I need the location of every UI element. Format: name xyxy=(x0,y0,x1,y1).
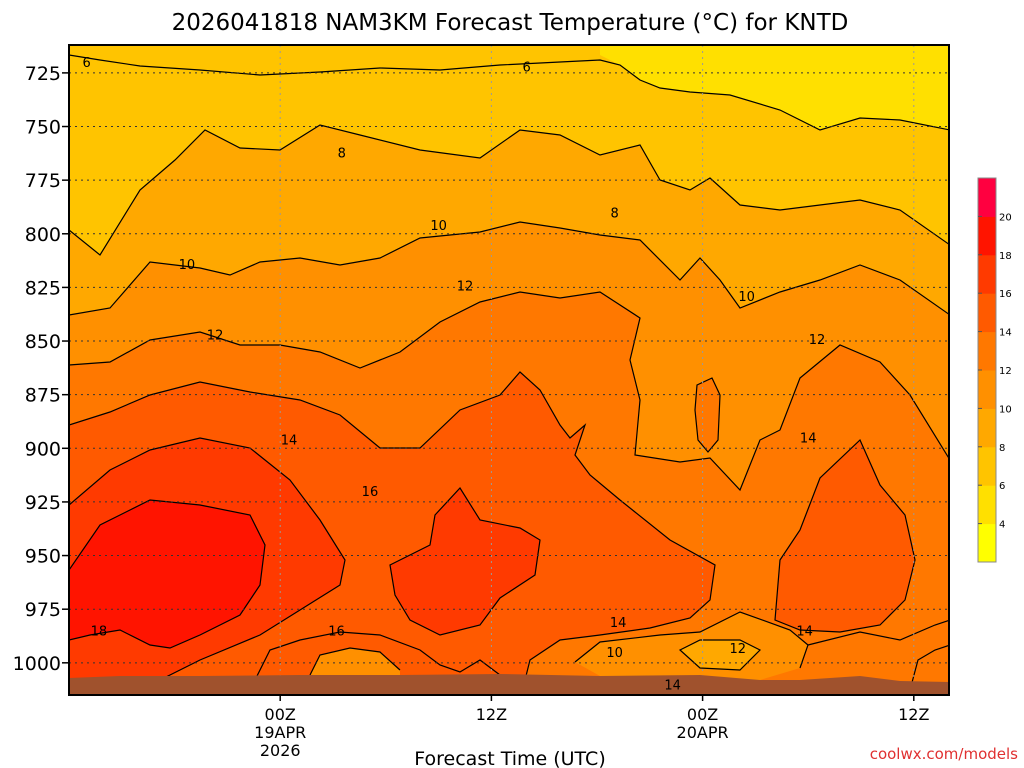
colorbar-swatch xyxy=(978,331,996,371)
y-tick-label: 750 xyxy=(25,117,61,139)
contour-label: 10 xyxy=(179,258,196,273)
contour-label: 10 xyxy=(738,290,755,305)
y-axis: 725 750 775 800 825 850 875 900 925 950 975 1000 xyxy=(13,63,69,675)
y-tick-label: 925 xyxy=(25,492,61,514)
colorbar: 4 6 8 10 12 14 16 18 20 xyxy=(977,177,1012,563)
colorbar-label: 14 xyxy=(999,328,1012,339)
contour-label: 14 xyxy=(664,678,681,693)
surface-ground xyxy=(69,674,949,695)
band-4-to-6 xyxy=(600,45,949,130)
contour-label: 10 xyxy=(430,219,447,234)
x-tick-label: 12Z xyxy=(898,705,929,724)
y-tick-label: 1000 xyxy=(13,653,61,675)
band-12-to-14-pocket xyxy=(695,378,720,452)
colorbar-swatch xyxy=(978,370,996,409)
chart-title: 2026041818 NAM3KM Forecast Temperature (… xyxy=(172,10,849,36)
y-tick-label: 775 xyxy=(25,170,61,192)
contour-10 xyxy=(69,221,949,316)
contour-8 xyxy=(69,124,949,256)
colorbar-label: 8 xyxy=(999,443,1005,454)
x-tick-label: 00Z xyxy=(265,705,296,724)
y-tick-label: 975 xyxy=(25,599,61,621)
band-18-to-20 xyxy=(69,500,265,695)
contour-label: 12 xyxy=(730,642,747,657)
colorbar-label: 10 xyxy=(999,404,1012,415)
credit-text: coolwx.com/models xyxy=(870,745,1018,763)
contour-label: 18 xyxy=(91,625,108,640)
contour-6 xyxy=(69,54,949,131)
colorbar-label: 12 xyxy=(999,366,1012,377)
contour-label: 10 xyxy=(606,646,623,661)
contour-16-mid xyxy=(389,487,541,636)
colorbar-swatch xyxy=(978,254,996,294)
contour-10-lowleft xyxy=(309,647,401,676)
contour-12 xyxy=(69,291,949,492)
x-tick-label: 00Z xyxy=(687,705,718,724)
y-tick-label: 950 xyxy=(25,546,61,568)
plot-frame xyxy=(68,44,950,696)
x-tick-label: 12Z xyxy=(476,705,507,724)
x-axis-label: Forecast Time (UTC) xyxy=(414,748,605,768)
colorbar-swatch xyxy=(978,523,996,563)
contour-label: 6 xyxy=(82,56,90,71)
contour-label: 8 xyxy=(610,206,618,221)
contour-labels: 6 6 8 8 10 10 10 12 12 12 14 14 14 14 14 16 16 18 10 12 xyxy=(82,56,826,693)
x-tick-label: 20APR xyxy=(677,723,729,742)
band-14-to-16-right xyxy=(775,440,915,632)
colorbar-label: 4 xyxy=(999,520,1005,531)
colorbar-label: 16 xyxy=(999,289,1012,300)
grid-lines xyxy=(69,45,949,695)
contour-label: 12 xyxy=(457,279,474,294)
colorbar-swatch xyxy=(978,485,996,525)
colorbar-label: 6 xyxy=(999,481,1005,492)
colorbar-swatch xyxy=(978,178,996,217)
colorbar-swatch xyxy=(978,293,996,333)
colorbar-swatch xyxy=(978,408,996,448)
contour-12-lowleft xyxy=(249,631,501,691)
contour-14-right xyxy=(774,438,916,633)
contour-16 xyxy=(69,437,346,695)
contour-label: 14 xyxy=(800,432,817,447)
y-tick-label: 800 xyxy=(25,224,61,246)
contour-12-pocket xyxy=(694,377,721,453)
contour-12-lowright xyxy=(807,619,949,646)
contour-label: 6 xyxy=(522,60,530,75)
y-tick-label: 875 xyxy=(25,385,61,407)
contour-label: 16 xyxy=(362,485,379,500)
colorbar-label: 18 xyxy=(999,251,1012,262)
colorbar-swatch xyxy=(978,216,996,256)
contour-10-low xyxy=(678,639,762,671)
contour-lines xyxy=(69,54,949,695)
contour-18 xyxy=(69,499,266,649)
contour-label: 14 xyxy=(610,616,627,631)
contour-label: 16 xyxy=(328,625,345,640)
contour-label: 14 xyxy=(281,434,298,449)
plot-area: 6 6 8 8 10 10 10 12 12 12 14 14 14 14 14 16 16 18 10 12 xyxy=(69,45,949,695)
contour-label: 14 xyxy=(796,625,813,640)
y-tick-label: 725 xyxy=(25,63,61,85)
contour-label: 8 xyxy=(338,146,346,161)
contour-12-lowmid xyxy=(574,611,809,669)
colorbar-swatch xyxy=(978,446,996,486)
contour-label: 12 xyxy=(207,329,224,344)
colorbar-label: 20 xyxy=(999,212,1012,223)
y-tick-label: 850 xyxy=(25,331,61,353)
x-tick-label: 19APR xyxy=(254,723,306,742)
y-tick-label: 900 xyxy=(25,438,61,460)
x-tick-label: 2026 xyxy=(260,741,301,760)
y-tick-label: 825 xyxy=(25,277,61,299)
contour-14 xyxy=(69,371,716,695)
contour-label: 12 xyxy=(809,333,826,348)
